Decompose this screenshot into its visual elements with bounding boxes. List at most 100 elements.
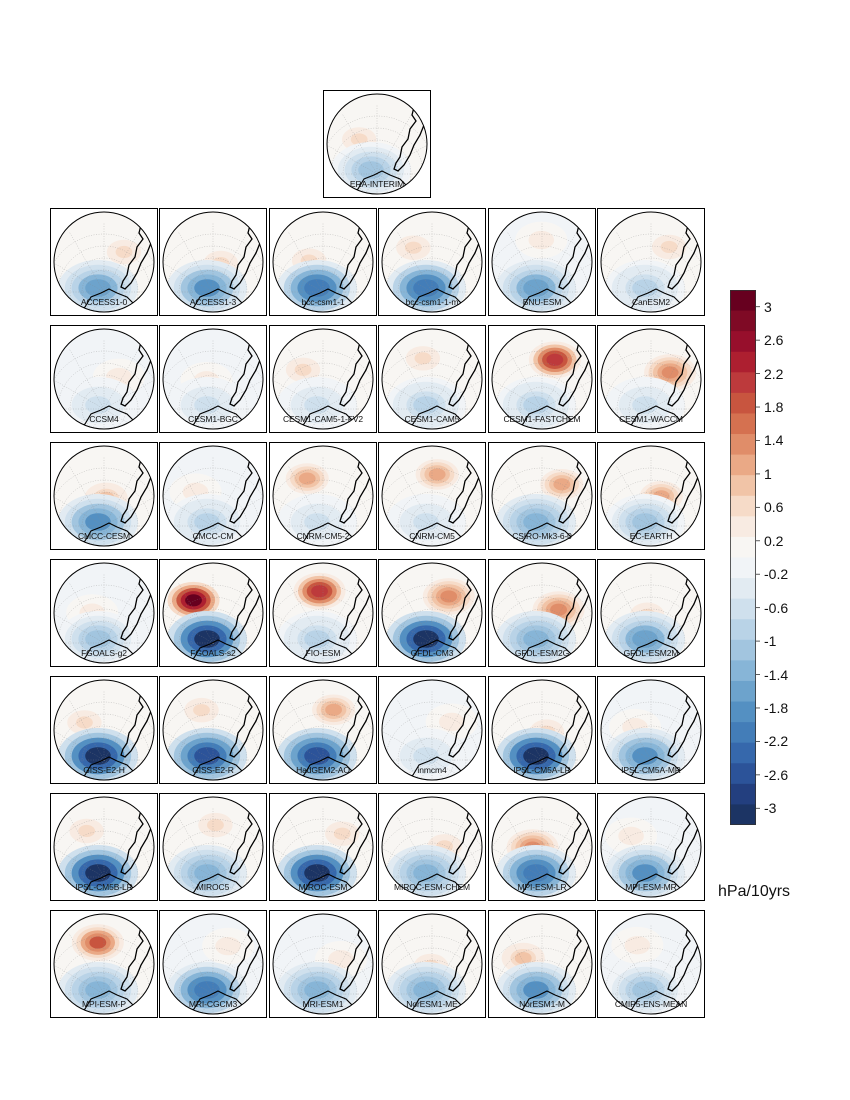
panel-label-ccsm4: CCSM4: [89, 414, 119, 424]
map-ipsl-cm5a-lr: [491, 679, 593, 781]
map-cesm1-waccm: [600, 328, 702, 430]
map-boundary-inmcm4: [381, 679, 483, 781]
panel-label-era-interim: ERA-INTERIM: [349, 179, 405, 189]
map-antarctica-coastline-mpi-esm-mr: [617, 873, 692, 897]
map-bnu-esm: [491, 211, 593, 313]
map-boundary-gfdl-esm2m: [600, 562, 702, 664]
colorbar-segment: [730, 495, 756, 517]
map-meridian-line-cmcc-cesm: [54, 490, 105, 527]
map-positive-contour-hadgem2-ao-4: [325, 703, 342, 716]
map-antarctica-coastline-miroc-esm-chem: [398, 873, 473, 897]
map-canesm2: [600, 211, 702, 313]
map-meridian-line-cmip5-ens-mean: [650, 933, 687, 995]
map-latitude-line-cnrm-cm5: [409, 503, 455, 546]
map-ipsl-cm5a-mr: [600, 679, 702, 781]
map-meridian-line-mpi-esm-lr: [506, 816, 543, 878]
map-latitude-line-gfdl-esm2m: [628, 620, 674, 663]
map-gfdl-esm2g: [491, 562, 593, 664]
map-meridian-line-cmip5-ens-mean: [601, 958, 652, 995]
panel-mri-cgcm3: MRI-CGCM3: [159, 910, 267, 1018]
map-meridian-line-noresm1-m: [541, 958, 592, 995]
map-boundary-canesm2: [600, 211, 702, 313]
colorbar-segment: [730, 434, 756, 456]
map-cnrm-cm5-2: [272, 445, 374, 547]
panel-label-cesm1-waccm: CESM1-WACCM: [619, 414, 683, 424]
map-era-interim: [326, 93, 428, 195]
map-boundary-mri-esm1: [272, 913, 374, 1015]
map-latitude-line-canesm2: [628, 269, 674, 312]
colorbar-tick-label: -2.6: [764, 766, 789, 783]
map-latitude-line-ipsl-cm5a-mr: [628, 737, 674, 780]
panel-canesm2: CanESM2: [597, 208, 705, 316]
map-latitude-line-fgoals-g2: [81, 620, 127, 663]
colorbar-segment: [730, 557, 756, 579]
colorbar-segment: [730, 310, 756, 332]
map-positive-contour-canesm2-4: [660, 240, 678, 254]
colorbar-segment: [730, 536, 756, 558]
panel-miroc5: MIROC5: [159, 793, 267, 901]
map-latitude-line-gfdl-esm2m: [616, 608, 686, 663]
colorbar-segment: [730, 516, 756, 538]
map-latitude-line-gfdl-cm3: [397, 608, 467, 663]
panel-mpi-esm-lr: MPI-ESM-LR: [488, 793, 596, 901]
map-latitude-line-cmip5-ens-mean: [628, 971, 674, 1014]
panel-label-access1-0: ACCESS1-0: [80, 297, 128, 307]
map-positive-contour-era-interim-4: [350, 133, 368, 146]
colorbar-segment: [730, 372, 756, 394]
map-latitude-line-ipsl-cm5a-lr: [519, 737, 565, 780]
map-meridian-line-miroc-esm: [322, 816, 359, 878]
panel-noresm1-m: NorESM1-M: [488, 910, 596, 1018]
colorbar-segment: [730, 804, 756, 825]
panel-label-ec-earth: EC-EARTH: [629, 531, 673, 541]
map-antarctica-coastline-inmcm4: [398, 756, 473, 780]
map-latitude-line-csiro-mk3-6-0: [507, 491, 577, 546]
map-latitude-line-giss-e2-r: [190, 737, 236, 780]
map-meridian-line-gfdl-esm2g: [506, 582, 543, 644]
map-cesm1-cam5: [381, 328, 483, 430]
panel-label-cmcc-cesm: CMCC-CESM: [78, 531, 130, 541]
map-meridian-line-gfdl-cm3: [396, 582, 433, 644]
map-cesm1-bgc: [162, 328, 264, 430]
map-meridian-line-mpi-esm-mr: [650, 816, 687, 878]
map-meridian-line-noresm1-m: [541, 933, 578, 995]
map-latitude-line-ipsl-cm5b-lr: [81, 854, 127, 897]
map-meridian-line-inmcm4: [396, 699, 433, 761]
colorbar-segment: [730, 722, 756, 744]
map-latitude-line-miroc-esm-chem: [397, 842, 467, 897]
map-positive-contour-giss-e2-r-4: [193, 704, 210, 717]
map-meridian-line-ipsl-cm5b-lr: [68, 816, 105, 878]
colorbar-segment: [730, 454, 756, 476]
map-latitude-line-giss-e2-h: [69, 725, 139, 780]
map-boundary-cesm1-bgc: [162, 328, 264, 430]
map-meridian-line-mri-esm1: [287, 933, 324, 995]
map-positive-contour-cesm1-cam5-4: [414, 352, 432, 365]
colorbar-segment: [730, 763, 756, 785]
colorbar-segment: [730, 701, 756, 723]
map-antarctica-coastline-gfdl-esm2m: [617, 639, 692, 663]
map-latitude-line-cnrm-cm5-2: [288, 491, 358, 546]
map-antarctica-coastline-cmcc-cesm: [70, 522, 145, 546]
map-antarctica-coastline-ec-earth: [617, 522, 692, 546]
map-meridian-line-inmcm4: [431, 699, 468, 761]
map-latitude-line-ccsm4: [69, 374, 139, 429]
map-meridian-line-mri-cgcm3: [212, 933, 249, 995]
map-meridian-line-ipsl-cm5a-mr: [615, 699, 652, 761]
map-cesm1-cam5-1-fv2: [272, 328, 374, 430]
map-meridian-line-fio-esm: [287, 582, 324, 644]
map-latitude-line-cesm1-cam5: [397, 374, 467, 429]
colorbar-segment: [730, 475, 756, 497]
map-latitude-line-miroc-esm: [288, 842, 358, 897]
map-meridian-line-miroc-esm-chem: [431, 816, 468, 878]
map-latitude-line-cmcc-cesm: [81, 503, 127, 546]
panel-cnrm-cm5: CNRM-CM5: [378, 442, 486, 550]
map-latitude-line-cnrm-cm5-2: [300, 503, 346, 546]
map-antarctica-coastline-canesm2: [617, 288, 692, 312]
colorbar-border: [730, 290, 756, 825]
map-latitude-line-mpi-esm-lr: [507, 842, 577, 897]
map-ccsm4: [53, 328, 155, 430]
map-meridian-line-gfdl-esm2g: [541, 607, 592, 644]
map-boundary-mri-cgcm3: [162, 913, 264, 1015]
map-boundary-cesm1-cam5: [381, 328, 483, 430]
map-meridian-line-giss-e2-h: [103, 699, 140, 761]
map-antarctica-coastline-access1-3: [179, 288, 254, 312]
